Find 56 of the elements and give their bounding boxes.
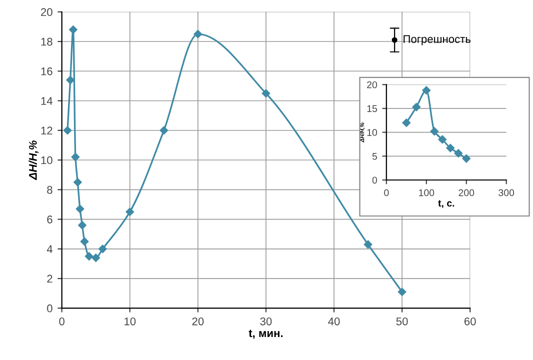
y-tick-label: 0: [47, 304, 52, 312]
y-tick-label: 15: [367, 105, 377, 112]
y-tick-label: 16: [41, 67, 52, 76]
x-tick-label: 200: [458, 189, 474, 196]
y-tick-label: 4: [46, 245, 52, 253]
point: [84, 252, 94, 260]
point: [160, 126, 168, 135]
point: [462, 154, 471, 163]
point: [438, 135, 447, 144]
point: [80, 237, 89, 246]
point: [69, 26, 78, 34]
y-tick-label: 6: [47, 216, 52, 224]
y-tick-label: 10: [367, 129, 378, 136]
x-tick-label: 30: [260, 317, 272, 326]
x-tick-label: 0: [59, 317, 64, 326]
y-tick-label: 18: [41, 38, 52, 46]
y-tick-label: 8: [47, 186, 52, 194]
x-tick-label: 60: [464, 317, 476, 326]
point: [98, 244, 107, 254]
point: [402, 118, 411, 127]
y-tick-label: 10: [41, 156, 52, 164]
point: [364, 240, 372, 249]
y-axis-title: ΔH/H,%: [28, 140, 38, 180]
annotation: Погрешность: [404, 35, 471, 46]
y-tick-label: 12: [41, 126, 52, 134]
y-tick-label: 20: [367, 81, 378, 88]
point: [71, 152, 80, 162]
point: [66, 76, 74, 84]
point: [446, 144, 455, 152]
point: [92, 254, 100, 262]
y-tick-label: 0: [372, 176, 378, 184]
x-tick-label: 50: [396, 317, 408, 326]
point: [398, 288, 406, 296]
point: [454, 149, 463, 158]
point: [76, 204, 84, 214]
x-tick-label: 40: [328, 317, 340, 326]
point: [78, 221, 86, 230]
x-tick-label: 0: [384, 189, 389, 196]
point: [412, 102, 421, 112]
point: [262, 89, 270, 98]
point: [74, 178, 82, 186]
point: [430, 127, 439, 136]
x-tick-label: 100: [419, 189, 434, 196]
x-axis-title: t, c.: [438, 200, 454, 208]
x-tick-label: 20: [192, 317, 204, 326]
x-tick-label: 10: [124, 317, 136, 326]
point: [194, 30, 202, 38]
y-tick-label: 20: [41, 8, 52, 16]
point: [126, 208, 134, 216]
point: [63, 126, 72, 135]
y-tick-label: 14: [41, 97, 52, 105]
y-tick-label: 5: [372, 152, 377, 160]
point: [422, 86, 431, 94]
x-tick-label: 300: [498, 189, 514, 196]
y-tick-label: 2: [47, 274, 52, 283]
x-axis-title: t, мин.: [248, 330, 283, 339]
